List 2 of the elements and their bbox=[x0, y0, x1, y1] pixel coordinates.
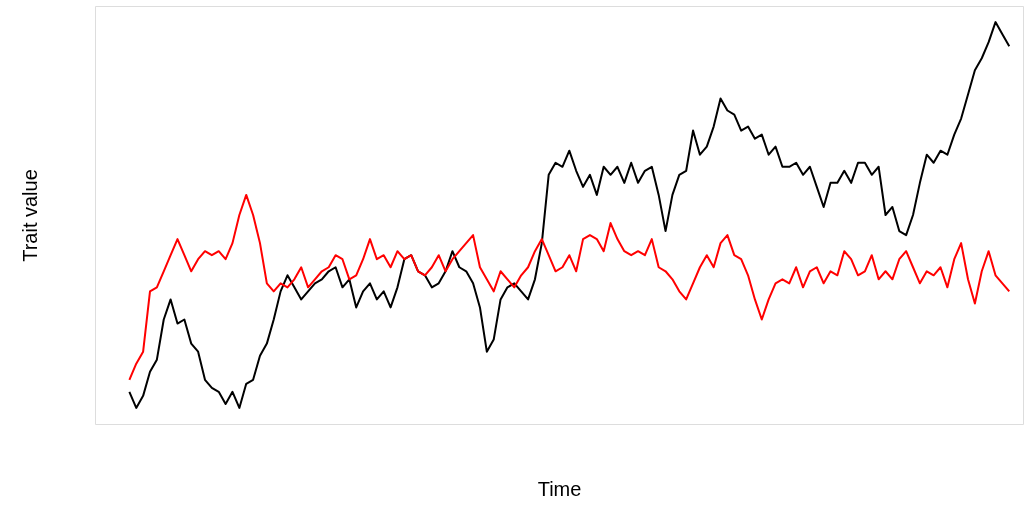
x-axis-title: Time bbox=[537, 477, 582, 500]
y-axis-title: Trait value bbox=[18, 169, 41, 262]
